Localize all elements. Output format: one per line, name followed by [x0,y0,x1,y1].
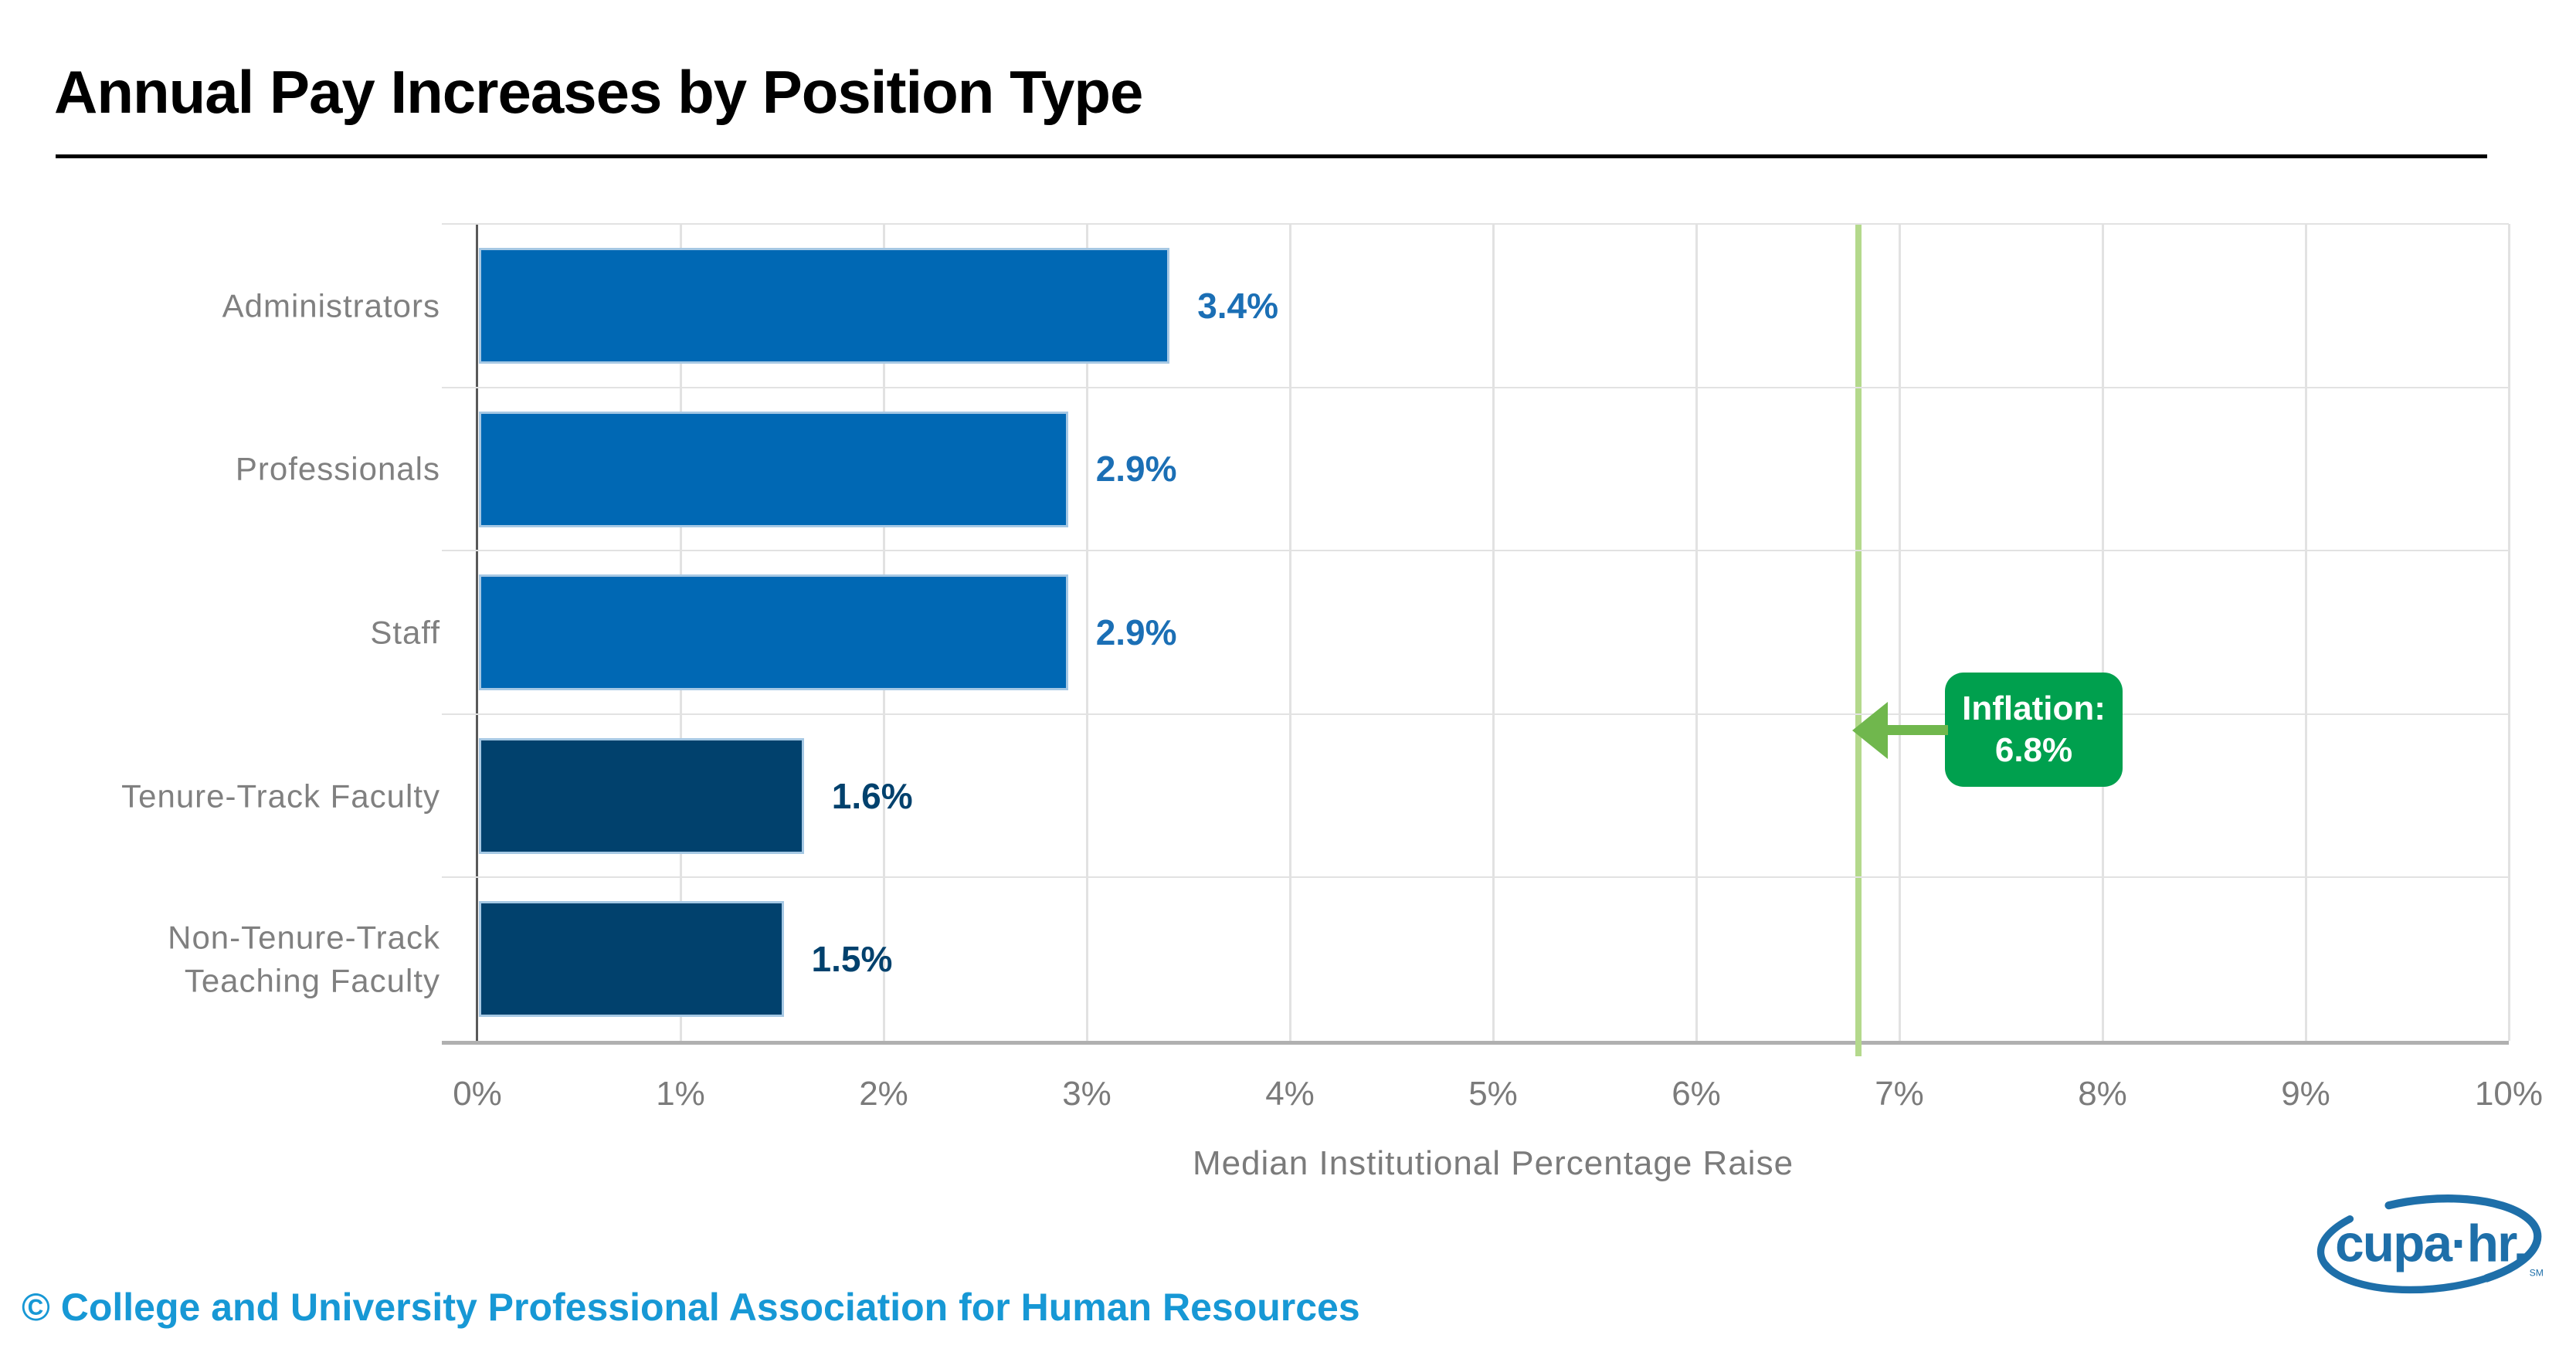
vertical-gridline [1492,224,1495,1041]
bar-value-label: 1.5% [811,939,893,980]
x-tick-label: 10% [2474,1075,2544,1113]
bar-staff [479,574,1068,691]
vertical-gridline [2305,224,2307,1041]
bar-tenure-track-faculty [479,737,804,854]
y-axis-line [476,224,478,1041]
inflation-arrow-head-icon [1852,702,1888,759]
logo-trademark: SM [2530,1267,2544,1278]
horizontal-gridline [442,876,2509,879]
logo-swoosh-oval [2316,1194,2542,1294]
horizontal-gridline [442,550,2509,552]
bar-professionals [479,411,1068,527]
logo-text: cupa·hr. [2335,1215,2527,1273]
inflation-callout-label: Inflation: [1962,690,2106,728]
x-tick-label: 9% [2281,1075,2330,1113]
bar-value-label: 3.4% [1197,285,1279,326]
vertical-gridline [2102,224,2104,1041]
x-tick-label: 2% [859,1075,908,1113]
x-tick-label: 1% [656,1075,705,1113]
inflation-arrow-stem [1883,725,1948,735]
chart-plot-area: 3.4% 2.9% 2.9% 1.6% 1.5% [442,223,2510,1056]
inflation-callout-value: 6.8% [1994,731,2073,769]
page-title: Annual Pay Increases by Position Type [54,58,1143,126]
x-tick-label: 7% [1875,1075,1924,1113]
x-tick-label: 0% [453,1075,502,1113]
inflation-callout: Inflation: 6.8% [1945,673,2123,787]
vertical-gridline [1695,224,1698,1041]
bar-non-tenure-track-teaching-faculty [479,901,784,1018]
x-tick-label: 4% [1265,1075,1315,1113]
x-axis-line [442,1041,2509,1045]
horizontal-gridline [442,386,2509,388]
copyright-text: © College and University Professional As… [22,1286,1360,1329]
horizontal-gridline [442,223,2509,225]
x-axis-title: Median Institutional Percentage Raise [1192,1144,1794,1182]
bar-administrators [479,248,1170,364]
x-tick-label: 8% [2078,1075,2127,1113]
vertical-gridline [1086,224,1088,1041]
category-label: Administrators [222,287,440,324]
bar-value-label: 2.9% [1095,612,1177,652]
x-tick-label: 5% [1468,1075,1518,1113]
category-label: Non-Tenure-Track Teaching Faculty [168,919,440,999]
bar-value-label: 2.9% [1095,449,1177,490]
vertical-gridline [1899,224,1901,1041]
category-label: Professionals [235,450,440,487]
inflation-reference-line [1855,224,1862,1056]
x-tick-label: 3% [1062,1075,1112,1113]
category-label: Tenure-Track Faculty [121,777,440,814]
horizontal-gridline [442,713,2509,715]
vertical-gridline [2508,224,2510,1041]
bar-value-label: 1.6% [831,775,913,816]
title-underline [56,154,2487,158]
vertical-gridline [1289,224,1291,1041]
cupa-hr-logo: cupa·hr. SM [2316,1194,2544,1294]
category-label: Staff [370,614,440,651]
x-tick-label: 6% [1672,1075,1721,1113]
